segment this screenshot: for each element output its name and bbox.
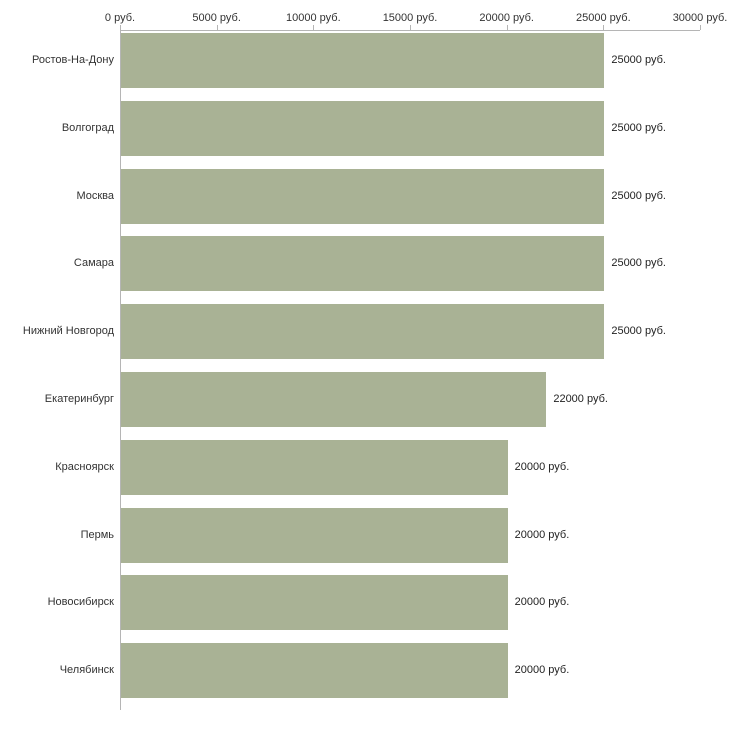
- x-tick-label: 20000 руб.: [479, 12, 534, 24]
- bar-value-label: 20000 руб.: [514, 664, 570, 677]
- x-tick-mark: [700, 25, 701, 30]
- bar-value-label: 25000 руб.: [611, 257, 666, 270]
- bar: [121, 168, 605, 224]
- bar-value-label: 20000 руб.: [514, 596, 570, 609]
- bar: [121, 507, 508, 563]
- bar-value-label: 25000 руб.: [611, 121, 666, 134]
- bar-value-label: 20000 руб.: [514, 460, 570, 473]
- x-tick-label: 15000 руб.: [382, 12, 438, 24]
- x-tick-mark: [410, 25, 411, 30]
- x-tick-label: 5000 руб.: [192, 12, 241, 24]
- category-label: Челябинск: [59, 664, 114, 677]
- bar: [121, 304, 605, 360]
- bar-value-label: 20000 руб.: [514, 528, 570, 541]
- bar-value-label: 25000 руб.: [611, 54, 666, 66]
- category-label: Новосибирск: [47, 596, 114, 609]
- bar: [121, 33, 605, 88]
- x-tick-mark: [313, 25, 315, 30]
- category-label: Пермь: [80, 528, 114, 541]
- x-tick-label: 0 руб.: [104, 12, 136, 24]
- bar: [121, 372, 547, 427]
- category-label: Ростов-На-Дону: [31, 54, 114, 66]
- category-label: Самара: [73, 257, 114, 270]
- bar: [121, 575, 508, 631]
- category-label: Красноярск: [55, 460, 114, 473]
- x-tick-label: 10000 руб.: [286, 12, 341, 24]
- category-label: Волгоград: [61, 121, 114, 134]
- bar: [121, 236, 605, 292]
- category-label: Екатеринбург: [44, 393, 114, 405]
- x-tick-mark: [603, 25, 605, 30]
- x-tick-label: 30000 руб.: [672, 12, 728, 24]
- bar: [121, 439, 508, 495]
- bar-value-label: 25000 руб.: [611, 189, 666, 202]
- bar: [121, 100, 605, 156]
- x-tick-mark: [506, 25, 508, 30]
- category-label: Москва: [76, 189, 114, 202]
- x-tick-label: 25000 руб.: [576, 12, 631, 24]
- x-tick-mark: [120, 25, 121, 30]
- bar-value-label: 25000 руб.: [611, 325, 666, 338]
- y-axis-line: [120, 30, 121, 710]
- bar: [121, 643, 508, 699]
- x-tick-mark: [216, 25, 218, 30]
- x-axis-line: [120, 30, 700, 31]
- bar-value-label: 22000 руб.: [553, 393, 608, 405]
- category-label: Нижний Новгород: [22, 325, 114, 338]
